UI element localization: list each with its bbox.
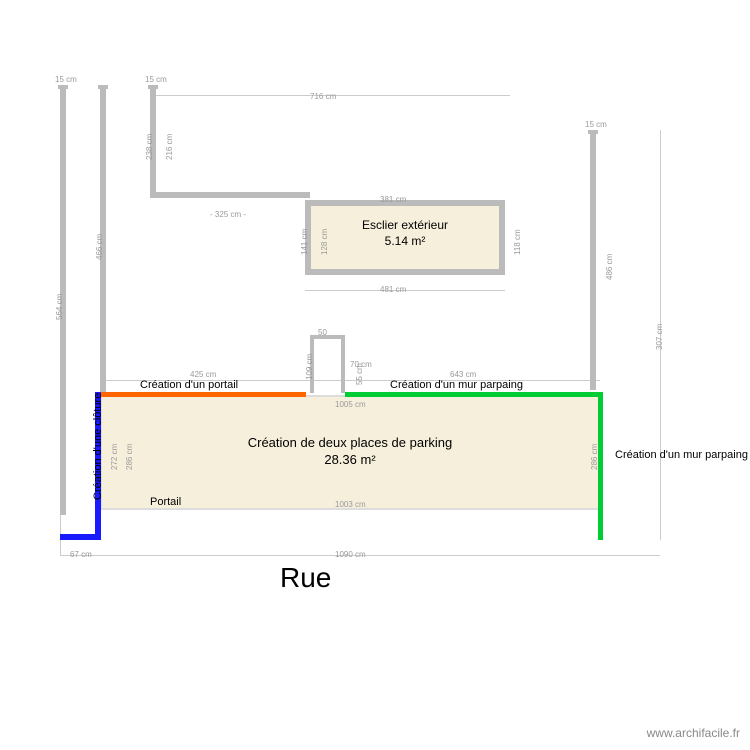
dim-481: 481 cm — [380, 285, 406, 294]
dim-564: 564 cm — [55, 294, 64, 320]
dim-325: - 325 cm - — [210, 210, 246, 219]
highlight-blue-h — [60, 534, 101, 540]
wall-cap-c — [148, 85, 158, 89]
dim-1090: 1090 cm — [335, 550, 366, 559]
wall-cap-b — [98, 85, 108, 89]
wall-L-horiz — [150, 192, 310, 198]
dim-716: 716 cm — [310, 92, 336, 101]
dim-466: 466 cm — [95, 234, 104, 260]
dim-486: 486 cm — [605, 254, 614, 280]
label-portail-top: Création d'un portail — [140, 378, 238, 392]
highlight-green-top — [345, 392, 603, 397]
dim-1003: 1003 cm — [335, 500, 366, 509]
stair-label: Esclier extérieur 5.14 m² — [305, 218, 505, 249]
label-cloture: Création d'une clôture — [92, 393, 104, 500]
dim-272: 272 cm — [110, 444, 119, 470]
label-mur-right: Création d'un mur parpaing — [615, 448, 750, 462]
dim-67: 67 cm — [70, 550, 92, 559]
dim-425: 425 cm — [190, 370, 216, 379]
floor-plan-canvas: Esclier extérieur 5.14 m² Création de de… — [0, 0, 750, 750]
dim-381: 381 cm — [380, 195, 406, 204]
dim-118: 118 cm — [513, 229, 522, 255]
dim-643: 643 cm — [450, 370, 476, 379]
dim-238: 238 cm — [145, 134, 154, 160]
dim-50: 50 — [318, 328, 327, 337]
highlight-orange — [101, 392, 306, 397]
stair-area: 5.14 m² — [305, 234, 505, 250]
label-mur-top: Création d'un mur parpaing — [390, 378, 523, 392]
label-portail-bottom: Portail — [150, 495, 181, 509]
dim-128: 128 cm — [320, 229, 329, 255]
parking-title: Création de deux places de parking — [100, 435, 600, 452]
dim-1005: 1005 cm — [335, 400, 366, 409]
dim-109: 109 cm — [305, 354, 314, 380]
label-rue: Rue — [280, 560, 331, 596]
dim-141: 141 cm — [300, 229, 309, 255]
wall-cap-d — [588, 130, 598, 134]
parking-area: 28.36 m² — [100, 452, 600, 469]
stair-title: Esclier extérieur — [305, 218, 505, 234]
dim-15c: 15 cm — [585, 120, 607, 129]
dim-286a: 286 cm — [125, 444, 134, 470]
wall-right-post — [590, 130, 596, 390]
small-box-t — [310, 335, 345, 339]
wall-cap-a — [58, 85, 68, 89]
parking-label: Création de deux places de parking 28.36… — [100, 435, 600, 469]
dim-15b: 15 cm — [145, 75, 167, 84]
small-box-r — [341, 335, 345, 393]
dim-286b: 286 cm — [590, 444, 599, 470]
watermark: www.archifacile.fr — [647, 726, 740, 740]
dim-55: 55 cm — [355, 363, 364, 385]
dim-216: 216 cm — [165, 134, 174, 160]
dim-307: 307 cm — [655, 324, 664, 350]
dim-15a: 15 cm — [55, 75, 77, 84]
